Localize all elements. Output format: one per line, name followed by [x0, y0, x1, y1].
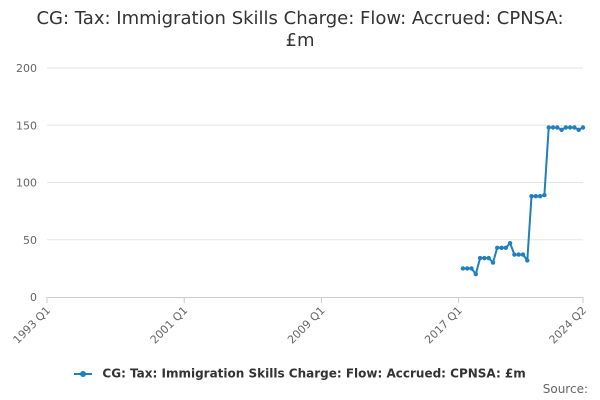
data-point	[460, 266, 466, 271]
series-line-group	[460, 125, 586, 277]
legend-label: CG: Tax: Immigration Skills Charge: Flow…	[102, 366, 526, 381]
grid-lines	[47, 67, 583, 241]
x-tick-label: 2017 Q1	[422, 304, 465, 347]
legend[interactable]: CG: Tax: Immigration Skills Charge: Flow…	[0, 366, 600, 381]
data-point	[512, 252, 517, 257]
x-tick-label: 2009 Q1	[285, 304, 328, 347]
x-axis	[46, 297, 584, 303]
data-point	[516, 252, 521, 257]
y-axis-labels: 0 50 100 150 200	[16, 62, 37, 304]
data-point	[525, 258, 530, 263]
data-point	[576, 127, 581, 132]
x-tick-label: 2024 Q2	[547, 304, 590, 347]
data-point	[499, 245, 504, 250]
x-tick-label: 1993 Q1	[11, 304, 54, 347]
source-label: Source:	[542, 382, 588, 396]
x-tick-label: 2001 Q1	[148, 304, 191, 347]
data-point	[555, 125, 560, 130]
data-point	[529, 194, 534, 199]
y-tick-label: 100	[16, 177, 37, 190]
data-point	[533, 194, 538, 199]
legend-swatch	[74, 370, 93, 378]
data-point	[473, 271, 478, 277]
y-tick-label: 150	[16, 119, 37, 132]
data-point	[559, 127, 564, 132]
data-point	[520, 252, 526, 257]
data-point	[546, 125, 551, 130]
data-point	[567, 125, 573, 130]
data-point	[486, 255, 491, 261]
data-point	[542, 192, 547, 198]
data-point	[469, 266, 474, 271]
data-point	[465, 266, 470, 271]
y-tick-label: 0	[30, 291, 37, 304]
data-point	[572, 125, 577, 130]
data-point	[537, 194, 543, 199]
data-point	[477, 255, 483, 261]
y-tick-label: 50	[23, 234, 37, 247]
data-point	[563, 125, 568, 130]
data-point	[490, 260, 496, 265]
data-point	[580, 125, 586, 130]
series-line	[462, 126, 584, 276]
data-point	[482, 255, 487, 261]
chart-title-line-2: £m	[285, 30, 315, 51]
data-point	[507, 241, 513, 246]
x-axis-labels: 1993 Q1 2001 Q1 2009 Q1 2017 Q1 2024 Q2	[11, 304, 590, 347]
data-point	[495, 245, 500, 250]
y-tick-label: 200	[16, 62, 37, 75]
data-point	[503, 245, 508, 250]
data-point	[550, 125, 556, 130]
chart-title: CG: Tax: Immigration Skills Charge: Flow…	[0, 8, 600, 52]
chart-title-line-1: CG: Tax: Immigration Skills Charge: Flow…	[36, 8, 564, 29]
